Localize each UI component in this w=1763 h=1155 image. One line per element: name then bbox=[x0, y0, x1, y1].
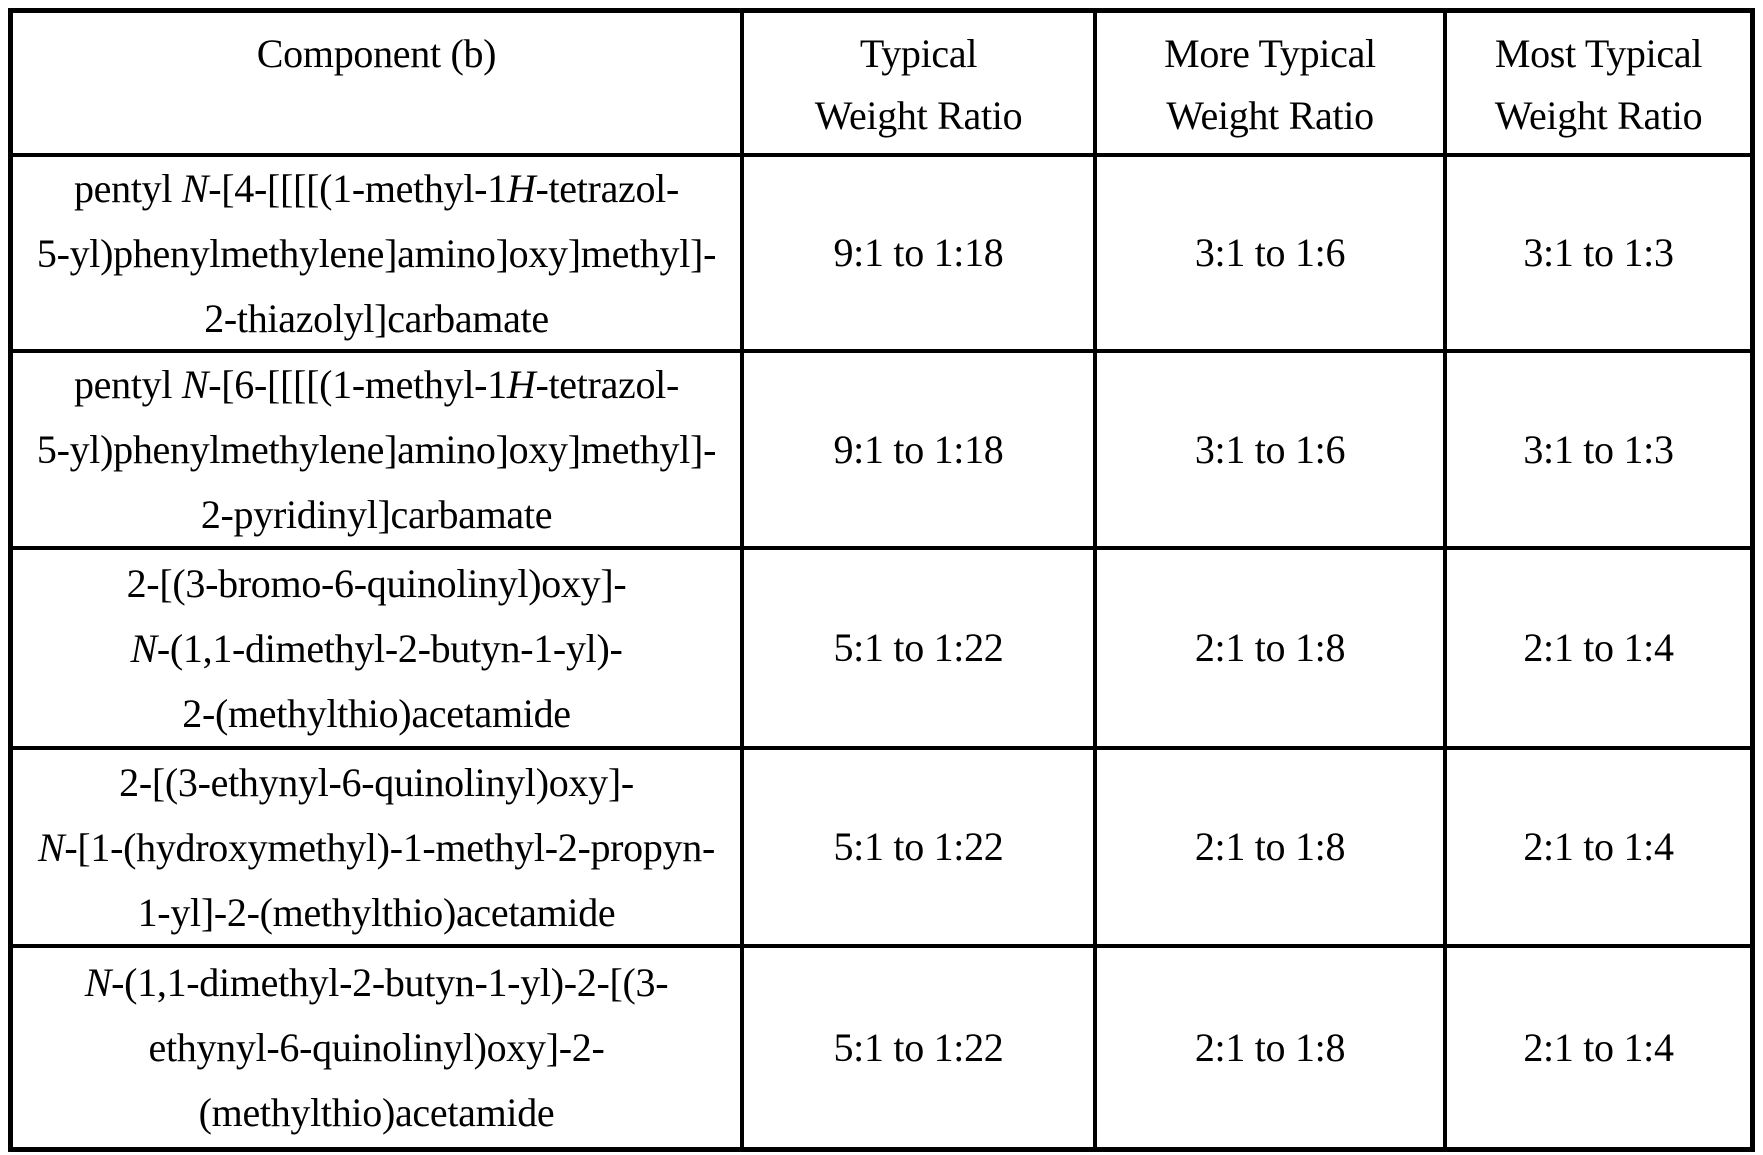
text-line: 2-[(3-bromo-6-quinolinyl)oxy]- bbox=[126, 560, 627, 606]
typical-ratio-cell: 5:1 to 1:22 bbox=[744, 550, 1097, 750]
more-typical-ratio-cell: 3:1 to 1:6 bbox=[1097, 353, 1447, 550]
component-name-cell: N-(1,1-dimethyl-2-butyn-1-yl)-2-[(3- ethy… bbox=[13, 948, 744, 1147]
ratio-value: 5:1 to 1:22 bbox=[833, 824, 1004, 869]
text-line: Weight Ratio bbox=[1494, 93, 1703, 138]
text-line: Most Typical bbox=[1494, 31, 1703, 76]
ratio-value: 3:1 to 1:6 bbox=[1194, 426, 1346, 472]
ratio-value: 9:1 to 1:18 bbox=[833, 230, 1004, 275]
typical-ratio-cell: 9:1 to 1:18 bbox=[744, 353, 1097, 550]
typical-ratio-cell: 9:1 to 1:18 bbox=[744, 157, 1097, 353]
text-line: pentyl N-[4-[[[[(1-methyl-1H-tetrazol- bbox=[73, 165, 680, 211]
component-name-cell: pentyl N-[6-[[[[(1-methyl-1H-tetrazol- 5-… bbox=[13, 353, 744, 550]
text-line: pentyl N-[6-[[[[(1-methyl-1H-tetrazol- bbox=[73, 362, 680, 407]
text-line: 1-yl]-2-(methylthio)acetamide bbox=[137, 889, 616, 935]
text-line: N-(1,1-dimethyl-2-butyn-1-yl)-2-[(3- bbox=[84, 960, 669, 1005]
most-typical-ratio-cell: 3:1 to 1:3 bbox=[1447, 157, 1750, 353]
ratio-value: 2:1 to 1:4 bbox=[1523, 625, 1674, 670]
text-line: 2-thiazolyl]carbamate bbox=[204, 295, 549, 341]
text-line: N-(1,1-dimethyl-2-butyn-1-yl)- bbox=[130, 625, 623, 671]
ratio-value: 2:1 to 1:4 bbox=[1523, 824, 1674, 869]
more-typical-ratio-cell: 2:1 to 1:8 bbox=[1097, 948, 1447, 1147]
more-typical-ratio-cell: 2:1 to 1:8 bbox=[1097, 750, 1447, 948]
text-line: Typical bbox=[859, 31, 978, 76]
header-cell-most-typical-weight-ratio: Most Typical Weight Ratio bbox=[1447, 13, 1750, 157]
text-line: (methylthio)acetamide bbox=[198, 1090, 555, 1135]
most-typical-ratio-cell: 3:1 to 1:3 bbox=[1447, 353, 1750, 550]
component-name-cell: 2-[(3-ethynyl-6-quinolinyl)oxy]- N-[1-(hy… bbox=[13, 750, 744, 948]
typical-ratio-cell: 5:1 to 1:22 bbox=[744, 948, 1097, 1147]
more-typical-ratio-cell: 3:1 to 1:6 bbox=[1097, 157, 1447, 353]
text-line: 2-(methylthio)acetamide bbox=[182, 690, 571, 736]
ratio-value: 3:1 to 1:3 bbox=[1523, 230, 1674, 275]
text-line: Weight Ratio bbox=[1166, 93, 1374, 138]
text-line: Weight Ratio bbox=[814, 93, 1023, 138]
weight-ratio-table: Component (b) Typical Weight Ratio More T… bbox=[8, 8, 1755, 1152]
text-line: Component (b) bbox=[256, 31, 497, 76]
text-line: ethynyl-6-quinolinyl)oxy]-2- bbox=[148, 1025, 605, 1070]
ratio-value: 2:1 to 1:8 bbox=[1194, 824, 1346, 869]
text-line: 2-pyridinyl]carbamate bbox=[200, 492, 553, 537]
ratio-value: 2:1 to 1:8 bbox=[1194, 625, 1346, 670]
component-name-cell: 2-[(3-bromo-6-quinolinyl)oxy]- N-(1,1-dim… bbox=[13, 550, 744, 750]
text-line: 5-yl)phenylmethylene]amino]oxy]methyl]- bbox=[36, 427, 717, 472]
ratio-value: 5:1 to 1:22 bbox=[833, 1024, 1004, 1070]
text-line: N-[1-(hydroxymethyl)-1-methyl-2-propyn- bbox=[37, 824, 716, 870]
ratio-value: 5:1 to 1:22 bbox=[833, 625, 1004, 670]
header-cell-component: Component (b) bbox=[13, 13, 744, 157]
component-name-cell: pentyl N-[4-[[[[(1-methyl-1H-tetrazol- 5-… bbox=[13, 157, 744, 353]
text-line: 5-yl)phenylmethylene]amino]oxy]methyl]- bbox=[36, 230, 717, 276]
most-typical-ratio-cell: 2:1 to 1:4 bbox=[1447, 550, 1750, 750]
most-typical-ratio-cell: 2:1 to 1:4 bbox=[1447, 948, 1750, 1147]
header-cell-typical-weight-ratio: Typical Weight Ratio bbox=[744, 13, 1097, 157]
more-typical-ratio-cell: 2:1 to 1:8 bbox=[1097, 550, 1447, 750]
typical-ratio-cell: 5:1 to 1:22 bbox=[744, 750, 1097, 948]
ratio-value: 3:1 to 1:6 bbox=[1194, 230, 1346, 275]
ratio-value: 3:1 to 1:3 bbox=[1523, 426, 1674, 472]
ratio-value: 9:1 to 1:18 bbox=[833, 426, 1004, 472]
ratio-value: 2:1 to 1:4 bbox=[1523, 1024, 1674, 1070]
text-line: More Typical bbox=[1164, 31, 1376, 76]
ratio-value: 2:1 to 1:8 bbox=[1194, 1024, 1346, 1070]
header-cell-more-typical-weight-ratio: More Typical Weight Ratio bbox=[1097, 13, 1447, 157]
text-line: 2-[(3-ethynyl-6-quinolinyl)oxy]- bbox=[119, 759, 634, 805]
most-typical-ratio-cell: 2:1 to 1:4 bbox=[1447, 750, 1750, 948]
